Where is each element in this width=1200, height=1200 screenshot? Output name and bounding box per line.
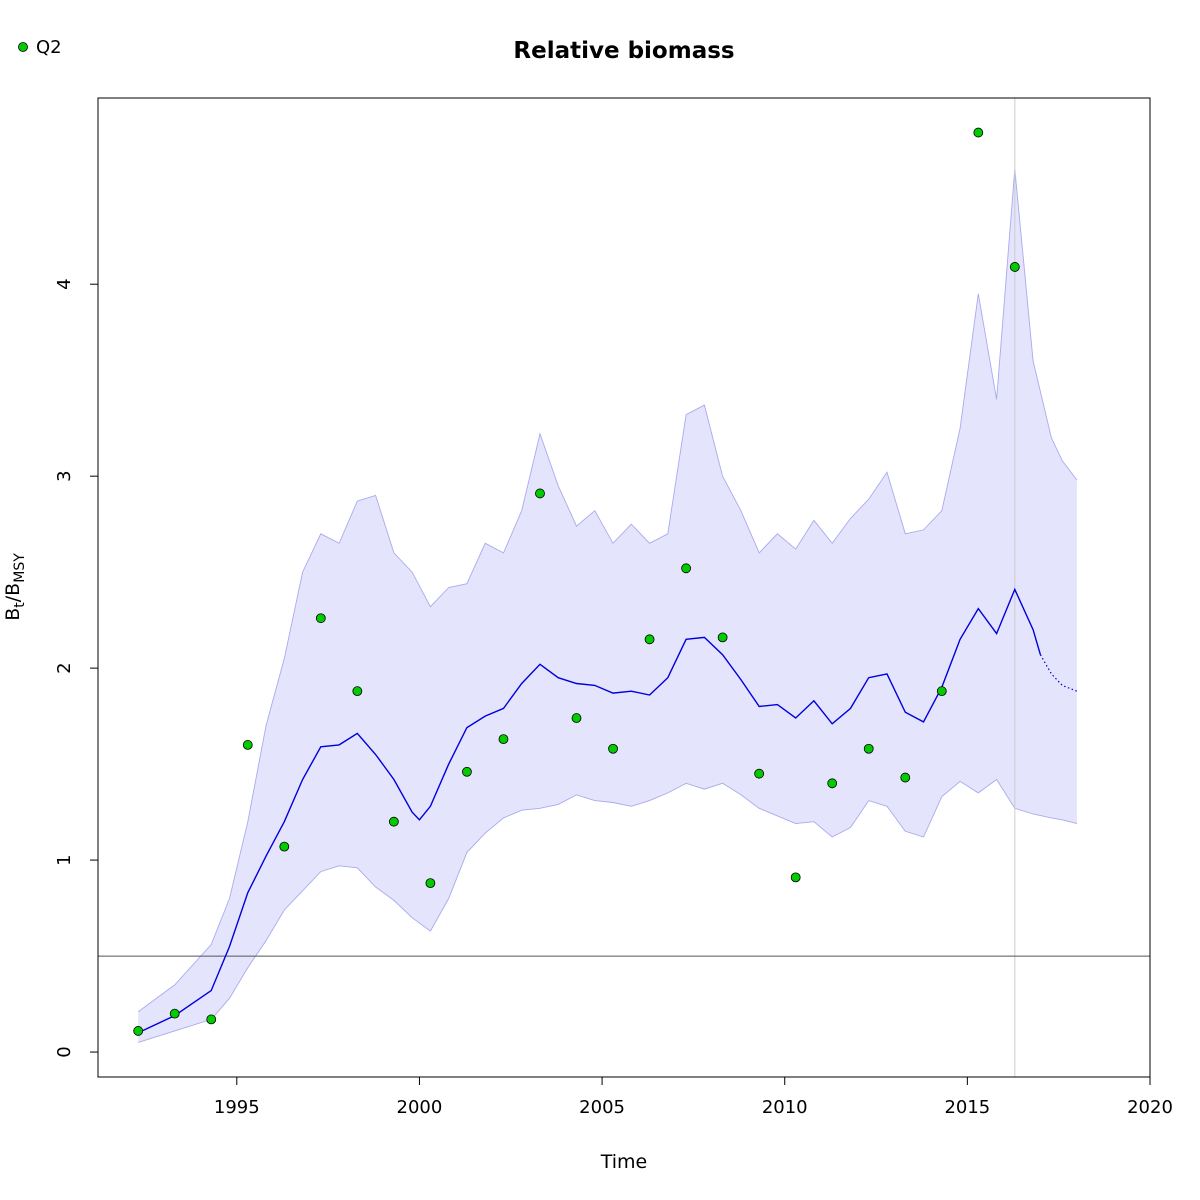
legend-label-q2: Q2 — [36, 37, 62, 58]
y-axis-title: Bt/BMSY — [2, 553, 28, 621]
observation-point — [279, 841, 290, 852]
observation-point — [133, 1026, 144, 1036]
observation-point — [936, 686, 947, 697]
observation-point — [717, 632, 728, 643]
observation-point — [681, 563, 691, 574]
x-tick-label: 2005 — [579, 1097, 625, 1118]
y-axis-title-b: B — [2, 608, 24, 621]
observation-point — [535, 488, 545, 499]
y-tick-label: 4 — [54, 278, 75, 289]
observation-point — [498, 734, 509, 745]
y-tick-label: 3 — [54, 470, 75, 481]
x-tick-label: 2015 — [944, 1097, 990, 1118]
observation-point — [827, 778, 838, 789]
chart-title: Relative biomass — [513, 38, 734, 64]
observation-point — [388, 816, 399, 827]
y-axis-title-sub-msy: MSY — [12, 553, 28, 583]
confidence-band-lower-edge — [138, 778, 1078, 1043]
x-tick-label: 1995 — [214, 1097, 260, 1118]
x-tick-label: 2020 — [1127, 1097, 1173, 1118]
y-tick-label: 1 — [54, 854, 75, 865]
x-axis-title: Time — [600, 1151, 648, 1173]
x-tick-label: 2010 — [762, 1097, 808, 1118]
observation-point — [1009, 262, 1020, 272]
observation-point — [754, 768, 765, 779]
legend: Q2 — [18, 37, 62, 58]
observation-point — [973, 127, 984, 138]
y-axis-title-slash: / — [2, 595, 24, 602]
observation-point — [900, 772, 911, 783]
observation-point — [462, 766, 472, 777]
legend-marker-q2 — [18, 42, 28, 52]
observation-point — [425, 878, 436, 889]
observation-point — [608, 743, 618, 754]
confidence-band-upper-edge — [137, 168, 1078, 1013]
x-tick-label: 2000 — [397, 1097, 443, 1118]
observation-point — [206, 1014, 217, 1025]
y-axis-title-b2: B — [2, 583, 24, 596]
y-tick-label: 2 — [54, 662, 75, 673]
plot-area: 1995 2000 2005 2010 2015 2020 0 1 2 3 4 — [54, 97, 1173, 1118]
y-tick-label: 0 — [54, 1046, 75, 1057]
confidence-band — [138, 169, 1077, 1043]
estimate-line — [137, 587, 1042, 1034]
observation-point — [169, 1008, 180, 1019]
observation-point — [315, 613, 326, 624]
observation-point — [790, 872, 801, 883]
observation-point — [644, 634, 655, 645]
observation-point — [571, 713, 582, 723]
observation-point — [352, 686, 363, 697]
observation-point — [242, 740, 253, 750]
y-axis-title-sub-t: t — [12, 602, 28, 608]
observation-point — [863, 743, 874, 754]
